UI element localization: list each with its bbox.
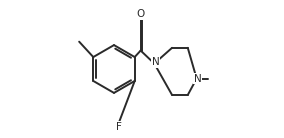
- Text: N: N: [194, 74, 202, 84]
- Text: F: F: [116, 122, 122, 132]
- Text: O: O: [137, 9, 145, 19]
- Text: N: N: [151, 57, 159, 67]
